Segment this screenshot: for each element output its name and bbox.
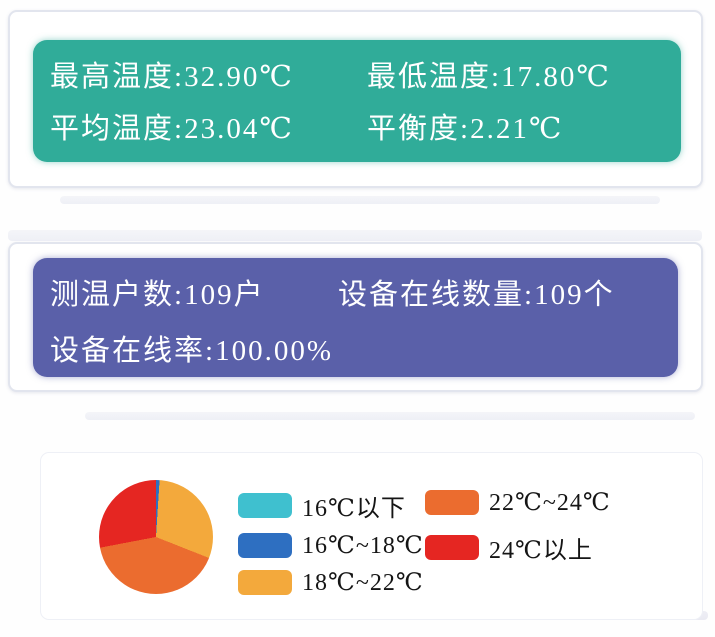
stat-colon: : [205, 335, 216, 367]
scan-streak [85, 412, 695, 420]
stat-balance: 平衡度:2.21℃ [367, 105, 563, 147]
legend-swatch-cyan [238, 493, 292, 518]
stat-label: 最低温度 [367, 61, 492, 93]
legend-item-18-22: 18℃~22℃ [238, 568, 424, 597]
legend-swatch-yellow [238, 570, 292, 595]
stat-value: 32.90℃ [184, 61, 294, 93]
scan-streak [60, 196, 660, 204]
legend-item-16-18: 16℃~18℃ [238, 531, 424, 560]
legend-item-22-24: 22℃~24℃ [425, 488, 611, 517]
stat-label: 平均温度 [50, 113, 175, 145]
stat-max-temp: 最高温度:32.90℃ [50, 53, 294, 95]
device-panel: 测温户数:109户 设备在线数量:109个 设备在线率:100.00% [33, 258, 678, 377]
stat-value: 23.04℃ [184, 113, 294, 145]
legend-item-above-24: 24℃以上 [425, 530, 593, 565]
stat-colon: : [524, 279, 535, 311]
stat-online-rate: 设备在线率:100.00% [50, 327, 333, 369]
temperature-panel: 最高温度:32.90℃ 最低温度:17.80℃ 平均温度:23.04℃ 平衡度:… [33, 40, 681, 162]
stat-colon: : [174, 113, 185, 145]
stat-avg-temp: 平均温度:23.04℃ [50, 105, 294, 147]
temperature-pie-chart [99, 480, 213, 594]
stat-value: 109个 [534, 279, 615, 311]
stat-household-count: 测温户数:109户 [50, 271, 265, 313]
stat-label: 测温户数 [50, 279, 175, 311]
legend-label: 16℃~18℃ [302, 533, 424, 559]
legend-swatch-blue [238, 533, 292, 558]
legend-label: 16℃以下 [302, 496, 406, 522]
legend-item-below-16: 16℃以下 [238, 488, 406, 523]
stat-value: 109户 [184, 279, 265, 311]
stat-label: 最高温度 [50, 61, 175, 93]
stat-value: 100.00% [215, 335, 333, 367]
stat-devices-online: 设备在线数量:109个 [338, 271, 615, 313]
stat-label: 设备在线数量 [338, 279, 525, 311]
stat-label: 平衡度 [367, 113, 461, 145]
device-summary-card: 测温户数:109户 设备在线数量:109个 设备在线率:100.00% [8, 242, 703, 392]
stat-colon: : [491, 61, 502, 93]
stat-label: 设备在线率 [50, 335, 206, 367]
legend-label: 24℃以上 [489, 538, 593, 564]
stat-value: 2.21℃ [470, 113, 564, 145]
legend-label: 18℃~22℃ [302, 570, 424, 596]
legend-label: 22℃~24℃ [489, 490, 611, 516]
scan-streak [8, 230, 702, 241]
stat-colon: : [460, 113, 471, 145]
stat-colon: : [174, 279, 185, 311]
stat-value: 17.80℃ [501, 61, 611, 93]
stat-colon: : [174, 61, 185, 93]
temperature-distribution-card: 16℃以下 16℃~18℃ 18℃~22℃ 22℃~24℃ 24℃以上 [40, 452, 703, 620]
stat-min-temp: 最低温度:17.80℃ [367, 53, 611, 95]
legend-swatch-red [425, 535, 479, 560]
temperature-summary-card: 最高温度:32.90℃ 最低温度:17.80℃ 平均温度:23.04℃ 平衡度:… [8, 10, 703, 188]
legend-swatch-orange [425, 490, 479, 515]
